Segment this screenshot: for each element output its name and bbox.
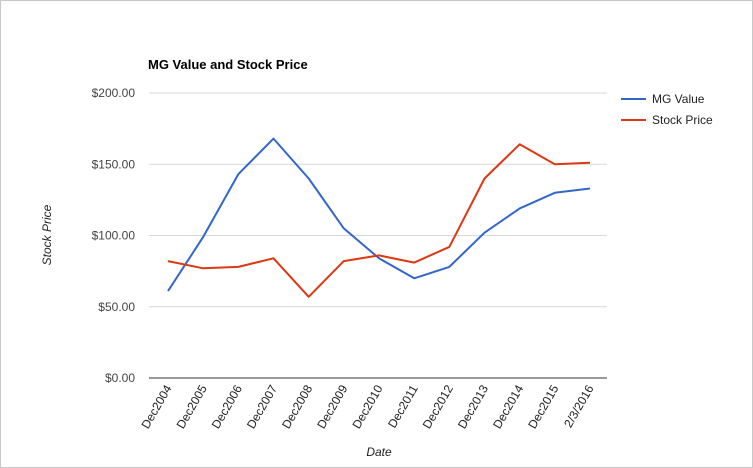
series-lines — [165, 136, 593, 300]
data-point — [446, 244, 452, 250]
x-tick-label: Dec2014 — [490, 382, 526, 431]
x-axis-label: Date — [366, 445, 392, 459]
y-tick-labels: $0.00 $50.00 $100.00 $150.00 $200.00 — [92, 86, 136, 385]
data-point — [165, 258, 171, 264]
data-point — [587, 160, 593, 166]
data-point — [552, 161, 558, 167]
x-tick-label: Dec2009 — [314, 382, 350, 431]
data-point — [271, 136, 277, 142]
x-tick-label: Dec2005 — [174, 382, 210, 431]
data-point — [200, 234, 206, 240]
x-tick-label: Dec2012 — [420, 382, 456, 431]
data-point — [411, 275, 417, 281]
series-line-stock-price — [167, 143, 591, 298]
data-point — [482, 176, 488, 182]
data-point — [587, 185, 593, 191]
y-tick-label: $0.00 — [105, 371, 135, 385]
data-point — [376, 252, 382, 258]
data-point — [235, 264, 241, 270]
legend: MG Value Stock Price — [621, 92, 713, 127]
x-tick-label: Dec2011 — [385, 382, 421, 430]
x-tick-label: Dec2007 — [244, 382, 280, 431]
gridlines — [149, 92, 607, 308]
data-point — [306, 176, 312, 182]
data-point — [411, 260, 417, 266]
data-point — [482, 230, 488, 236]
data-point — [306, 294, 312, 300]
x-tick-label: Dec2015 — [525, 382, 561, 431]
y-tick-label: $150.00 — [92, 157, 136, 171]
data-point — [552, 190, 558, 196]
x-tick-label: Dec2013 — [455, 382, 491, 431]
data-point — [341, 258, 347, 264]
x-tick-label: 2/3/2016 — [561, 382, 597, 430]
x-tick-label: Dec2010 — [349, 382, 385, 431]
data-point — [165, 288, 171, 294]
x-tick-labels: Dec2004 Dec2005 Dec2006 Dec2007 Dec2008 Dec20… — [138, 382, 596, 431]
data-point — [341, 225, 347, 231]
data-point — [200, 265, 206, 271]
data-point — [517, 205, 523, 211]
x-tick-label: Dec2004 — [138, 382, 174, 431]
data-point — [517, 141, 523, 147]
y-tick-label: $100.00 — [92, 229, 136, 243]
series-line-mg-value — [167, 137, 591, 292]
y-tick-label: $200.00 — [92, 86, 136, 100]
y-axis-label: Stock Price — [40, 204, 54, 265]
x-tick-label: Dec2006 — [209, 382, 245, 431]
legend-label: MG Value — [652, 92, 705, 106]
chart-title: MG Value and Stock Price — [148, 57, 308, 72]
data-point — [271, 255, 277, 261]
data-point — [446, 264, 452, 270]
data-point — [235, 171, 241, 177]
legend-label: Stock Price — [652, 113, 713, 127]
x-tick-label: Dec2008 — [279, 382, 315, 431]
y-tick-label: $50.00 — [98, 300, 135, 314]
